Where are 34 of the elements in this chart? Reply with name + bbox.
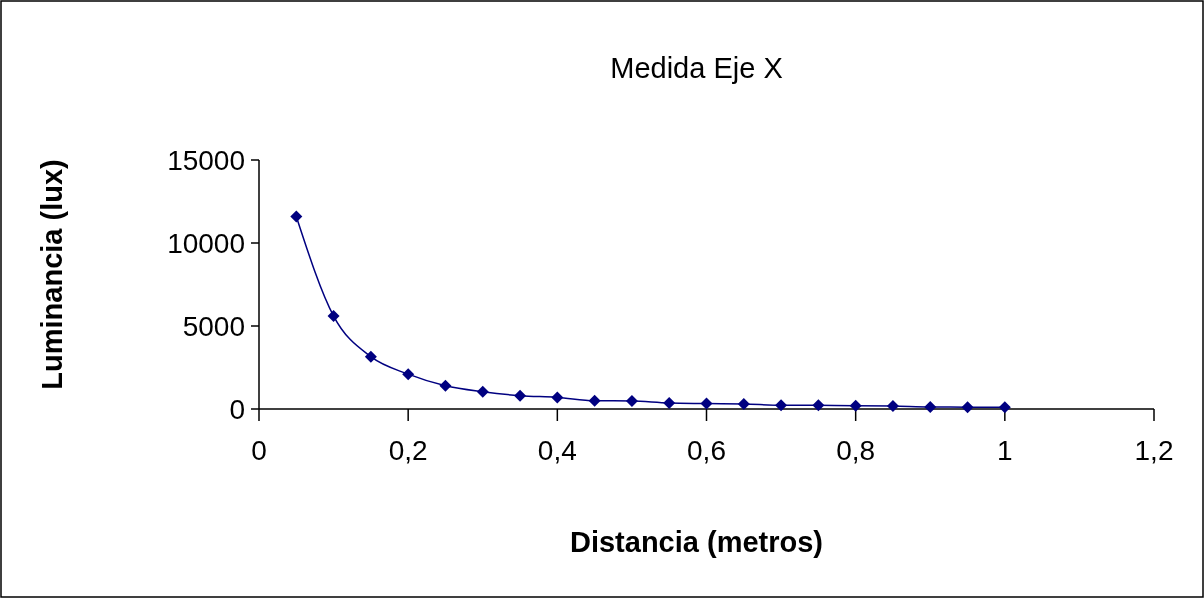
x-tick-label: 1 bbox=[997, 435, 1013, 466]
point bbox=[588, 394, 601, 407]
y-tick-label: 15000 bbox=[167, 144, 245, 176]
y-tick-label: 5000 bbox=[182, 310, 245, 342]
x-tick-label: 1,2 bbox=[1134, 435, 1174, 466]
y-tick-label: 0 bbox=[229, 393, 245, 425]
point bbox=[775, 399, 788, 412]
y-tick-label: 10000 bbox=[167, 227, 245, 259]
point bbox=[849, 399, 862, 412]
point bbox=[700, 397, 713, 410]
y-axis-title: Luminancia (lux) bbox=[36, 159, 68, 390]
point bbox=[551, 391, 564, 404]
point bbox=[924, 401, 937, 414]
chart-title: Medida Eje X bbox=[610, 52, 783, 84]
point bbox=[476, 385, 489, 398]
point bbox=[812, 399, 825, 412]
x-tick-label: 0,8 bbox=[836, 435, 876, 466]
point bbox=[514, 389, 527, 402]
point bbox=[998, 401, 1011, 414]
point bbox=[737, 398, 750, 411]
x-tick-label: 0,2 bbox=[388, 435, 428, 466]
point bbox=[961, 401, 974, 414]
point bbox=[886, 400, 899, 413]
point bbox=[625, 395, 638, 408]
point bbox=[290, 210, 303, 223]
x-tick-label: 0,4 bbox=[537, 435, 577, 466]
x-tick-label: 0 bbox=[251, 435, 267, 466]
point bbox=[663, 397, 676, 410]
point bbox=[364, 350, 377, 363]
point bbox=[402, 368, 415, 381]
point bbox=[327, 310, 340, 323]
x-axis-title: Distancia (metros) bbox=[569, 526, 824, 558]
x-tick-label: 0,6 bbox=[687, 435, 726, 466]
point bbox=[439, 379, 452, 392]
